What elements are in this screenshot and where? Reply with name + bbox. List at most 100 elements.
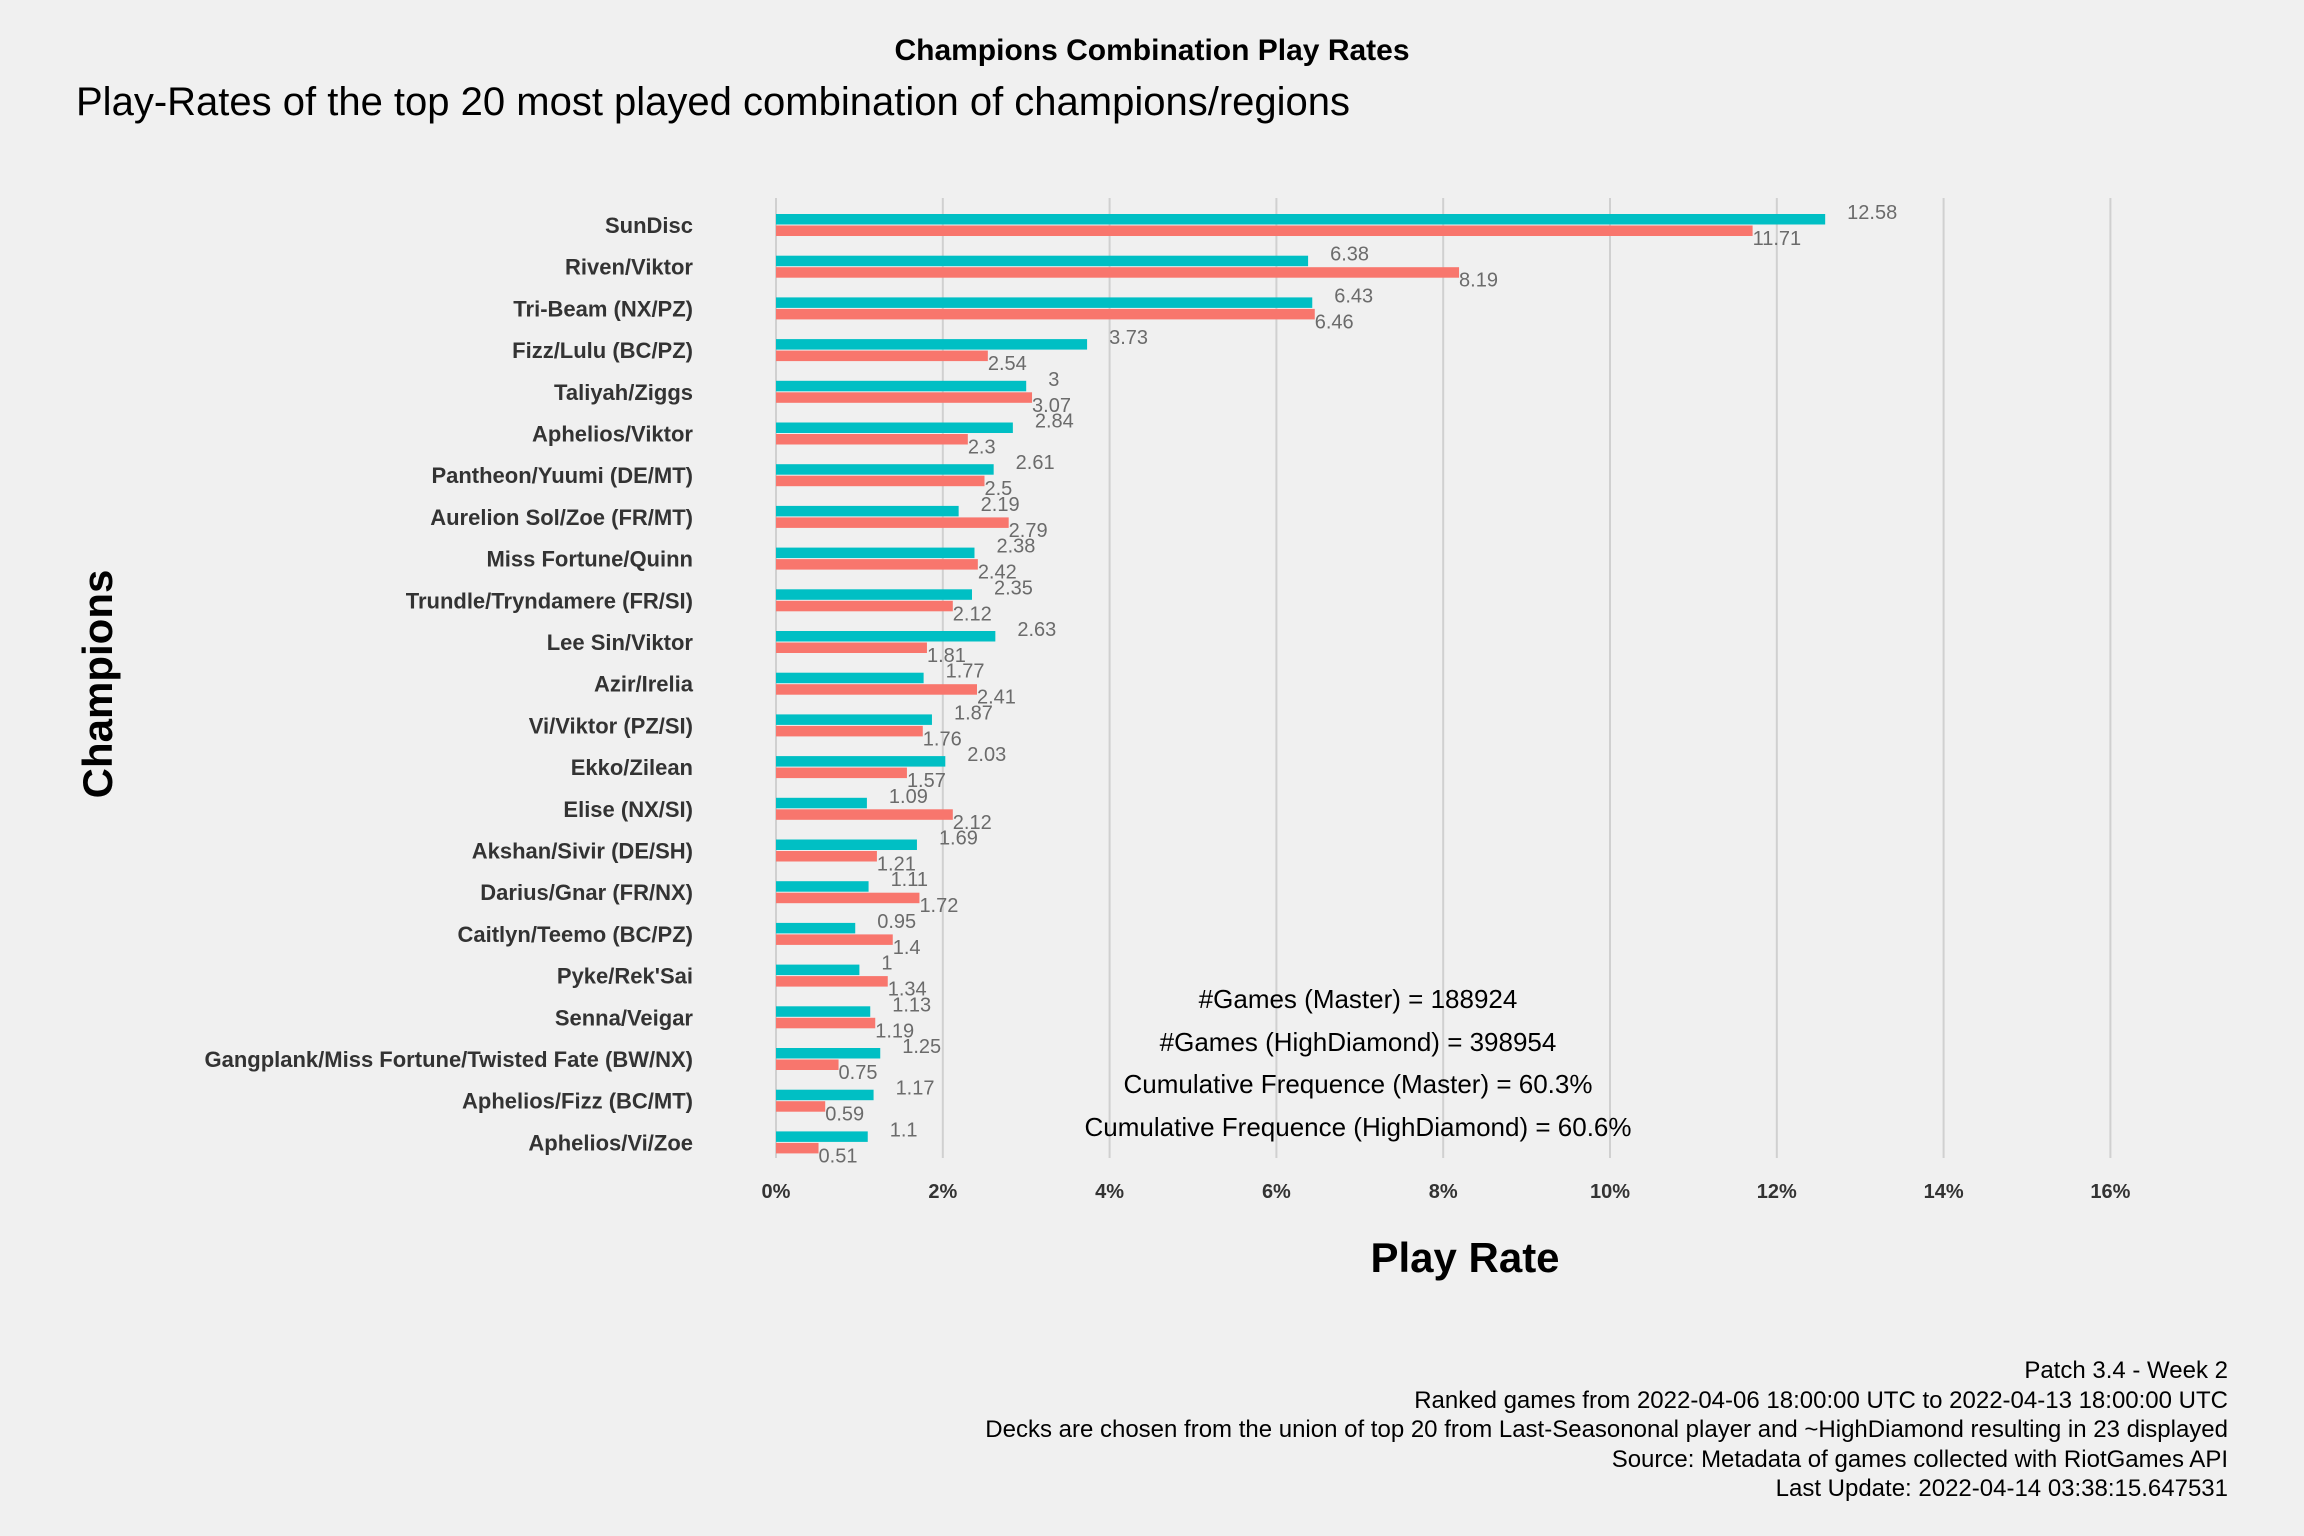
value-label-master: 1.87 bbox=[954, 702, 993, 724]
value-label-master: 0.95 bbox=[877, 911, 916, 933]
bar-master bbox=[776, 380, 1027, 392]
annotation-games-master: #Games (Master) = 188924 bbox=[1198, 984, 1518, 1014]
category-label: Tri-Beam (NX/PZ) bbox=[513, 296, 693, 321]
bar-master bbox=[776, 464, 994, 475]
value-label-highdiamond: 2.3 bbox=[968, 437, 996, 459]
value-label-highdiamond: 1.21 bbox=[877, 854, 916, 876]
value-label-master: 6.38 bbox=[1330, 244, 1369, 266]
value-label-highdiamond: 2.42 bbox=[978, 562, 1017, 584]
annotation-cumulative-highdiamond: Cumulative Frequence (HighDiamond) = 60.… bbox=[1084, 1111, 1632, 1142]
x-tick-label: 12% bbox=[1757, 1181, 1797, 1203]
category-label: Vi/Viktor (PZ/SI) bbox=[529, 713, 693, 738]
footer-caption: Patch 3.4 - Week 2 Ranked games from 202… bbox=[985, 1356, 2228, 1504]
value-label-highdiamond: 2.12 bbox=[953, 603, 992, 625]
bar-highdiamond bbox=[776, 642, 927, 653]
bar-master bbox=[776, 589, 972, 600]
bar-highdiamond bbox=[776, 475, 985, 487]
chart-title: Champions Combination Play Rates bbox=[894, 34, 1410, 67]
bar-highdiamond bbox=[776, 767, 907, 779]
value-label-master: 2.84 bbox=[1035, 411, 1074, 433]
bar-highdiamond bbox=[776, 434, 968, 445]
x-tick-label: 0% bbox=[762, 1181, 791, 1203]
value-label-highdiamond: 11.71 bbox=[1753, 228, 1802, 250]
x-tick-label: 8% bbox=[1429, 1181, 1458, 1203]
value-label-master: 2.61 bbox=[1016, 452, 1055, 474]
chart-subtitle: Play-Rates of the top 20 most played com… bbox=[76, 80, 1351, 124]
x-tick-label: 16% bbox=[2090, 1181, 2130, 1203]
bar-master bbox=[776, 339, 1088, 350]
category-label: Aurelion Sol/Zoe (FR/MT) bbox=[430, 505, 693, 530]
value-label-master: 1.13 bbox=[892, 994, 931, 1016]
value-label-master: 1.77 bbox=[946, 661, 985, 683]
category-label: Miss Fortune/Quinn bbox=[486, 547, 693, 572]
x-tick-label: 6% bbox=[1262, 1181, 1291, 1203]
x-axis-title: Play Rate bbox=[1370, 1234, 1560, 1281]
bar-highdiamond bbox=[776, 517, 1009, 528]
value-label-highdiamond: 0.75 bbox=[839, 1062, 878, 1084]
category-label: Senna/Veigar bbox=[555, 1005, 694, 1030]
value-label-master: 6.43 bbox=[1334, 285, 1373, 307]
value-label-highdiamond: 3.07 bbox=[1032, 395, 1071, 417]
value-label-highdiamond: 2.12 bbox=[953, 812, 992, 834]
bar-master bbox=[776, 964, 860, 976]
value-label-highdiamond: 0.59 bbox=[825, 1104, 864, 1126]
bar-master bbox=[776, 672, 924, 684]
bar-highdiamond bbox=[776, 1017, 876, 1029]
bar-highdiamond bbox=[776, 308, 1315, 320]
category-label: Fizz/Lulu (BC/PZ) bbox=[512, 338, 693, 363]
value-label-highdiamond: 6.46 bbox=[1315, 311, 1354, 333]
bar-highdiamond bbox=[776, 934, 893, 945]
x-tick-label: 14% bbox=[1924, 1181, 1964, 1203]
value-label-master: 2.19 bbox=[981, 494, 1020, 516]
bar-highdiamond bbox=[776, 684, 977, 695]
bar-master bbox=[776, 1089, 874, 1101]
bar-highdiamond bbox=[776, 1101, 826, 1112]
bar-highdiamond bbox=[776, 600, 953, 612]
category-label: Ekko/Zilean bbox=[571, 755, 693, 780]
footer-source: Source: Metadata of games collected with… bbox=[1611, 1445, 2228, 1473]
value-label-highdiamond: 2.54 bbox=[988, 353, 1027, 375]
value-label-master: 1.69 bbox=[939, 828, 978, 850]
value-label-highdiamond: 1.76 bbox=[923, 728, 962, 750]
value-label-highdiamond: 1.81 bbox=[927, 645, 966, 667]
bar-master bbox=[776, 797, 867, 809]
value-label-master: 1.1 bbox=[890, 1119, 918, 1141]
category-label: Aphelios/Vi/Zoe bbox=[528, 1130, 693, 1155]
bar-highdiamond bbox=[776, 1142, 819, 1154]
value-label-highdiamond: 1.34 bbox=[888, 979, 927, 1001]
value-label-highdiamond: 2.5 bbox=[985, 478, 1013, 500]
category-label: Darius/Gnar (FR/NX) bbox=[480, 880, 693, 905]
category-label: Caitlyn/Teemo (BC/PZ) bbox=[457, 922, 693, 947]
category-label: SunDisc bbox=[605, 213, 693, 238]
category-label: Gangplank/Miss Fortune/Twisted Fate (BW/… bbox=[204, 1047, 693, 1072]
value-label-master: 1 bbox=[881, 953, 892, 975]
category-label: Lee Sin/Viktor bbox=[547, 630, 694, 655]
bar-highdiamond bbox=[776, 725, 923, 737]
bar-master bbox=[776, 1131, 868, 1142]
value-label-master: 1.09 bbox=[889, 786, 928, 808]
value-label-highdiamond: 1.19 bbox=[875, 1020, 914, 1042]
value-label-master: 12.58 bbox=[1847, 202, 1897, 224]
annotation-cumulative-master: Cumulative Frequence (Master) = 60.3% bbox=[1123, 1069, 1593, 1099]
category-label: Pyke/Rek'Sai bbox=[557, 964, 693, 989]
bar-highdiamond bbox=[776, 1059, 839, 1070]
value-label-highdiamond: 0.51 bbox=[819, 1145, 858, 1167]
bar-master bbox=[776, 1006, 871, 1017]
value-label-highdiamond: 1.72 bbox=[919, 895, 958, 917]
bar-master bbox=[776, 881, 869, 892]
bar-master bbox=[776, 505, 959, 517]
category-label: Pantheon/Yuumi (DE/MT) bbox=[431, 463, 693, 488]
bar-master bbox=[776, 547, 975, 559]
value-label-highdiamond: 2.41 bbox=[977, 687, 1016, 709]
bar-master bbox=[776, 714, 932, 725]
category-label: Azir/Irelia bbox=[594, 672, 694, 697]
bar-highdiamond bbox=[776, 809, 953, 820]
bar-master bbox=[776, 297, 1313, 308]
footer-patch: Patch 3.4 - Week 2 bbox=[2024, 1357, 2228, 1384]
category-label: Aphelios/Fizz (BC/MT) bbox=[462, 1089, 693, 1114]
category-label: Taliyah/Ziggs bbox=[554, 380, 693, 405]
value-label-master: 1.17 bbox=[896, 1078, 935, 1100]
value-label-highdiamond: 1.57 bbox=[907, 770, 946, 792]
